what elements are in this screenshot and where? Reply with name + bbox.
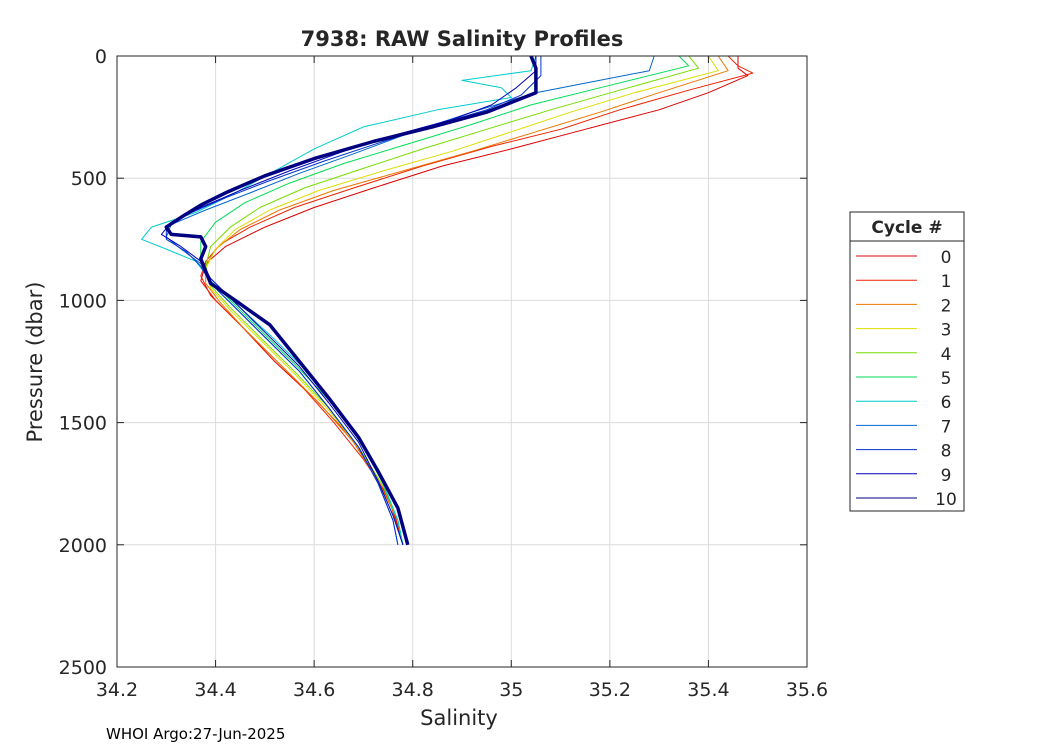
footer-credit: WHOI Argo:27-Jun-2025 <box>106 725 286 743</box>
series-line-cycle-1 <box>200 55 754 545</box>
legend: Cycle # 0 1 2 3 4 5 6 7 8 9 10 <box>849 211 965 512</box>
chart-title: 7938: RAW Salinity Profiles <box>301 27 624 51</box>
x-tick-label: 34.4 <box>194 679 236 701</box>
legend-label: 2 <box>941 296 952 316</box>
x-tick-label: 35.6 <box>786 679 828 701</box>
legend-label: 0 <box>941 248 952 268</box>
series-line-cycle-10 <box>164 55 538 546</box>
y-tick-label: 1500 <box>59 413 107 435</box>
plot-area <box>117 56 807 667</box>
legend-label: 5 <box>941 369 952 389</box>
x-tick-label: 35 <box>499 679 523 701</box>
legend-label: 1 <box>941 272 952 292</box>
series-line-cycle-9 <box>160 56 537 545</box>
series-line-cycle-3 <box>205 55 719 545</box>
x-axis-label: Salinity <box>420 706 498 730</box>
legend-label: 4 <box>941 345 952 365</box>
series-lines <box>141 55 754 546</box>
y-tick-label: 500 <box>71 168 107 190</box>
y-axis-ticks: 0 500 1000 1500 2000 2500 <box>59 46 807 679</box>
plot-frame <box>116 55 808 668</box>
legend-title: Cycle # <box>871 218 942 238</box>
legend-label: 3 <box>941 321 952 341</box>
x-tick-label: 35.2 <box>589 679 631 701</box>
y-tick-label: 1000 <box>59 290 107 312</box>
y-tick-label: 0 <box>95 46 107 68</box>
legend-items: 0 1 2 3 4 5 6 7 8 9 10 <box>856 248 957 510</box>
x-tick-label: 34.6 <box>293 679 335 701</box>
x-tick-label: 35.4 <box>687 679 729 701</box>
x-tick-label: 34.2 <box>96 679 138 701</box>
y-axis-label: Pressure (dbar) <box>23 282 47 443</box>
y-tick-label: 2500 <box>59 657 107 679</box>
legend-label: 7 <box>941 417 952 437</box>
x-axis-ticks: 34.2 34.4 34.6 34.8 35 35.2 35.4 35.6 <box>96 56 828 701</box>
legend-box <box>849 211 965 512</box>
legend-label: 9 <box>941 466 952 486</box>
legend-label: 10 <box>935 490 957 510</box>
x-tick-label: 34.8 <box>392 679 434 701</box>
y-tick-label: 2000 <box>59 535 107 557</box>
legend-label: 6 <box>941 393 952 413</box>
legend-label: 8 <box>941 442 952 462</box>
